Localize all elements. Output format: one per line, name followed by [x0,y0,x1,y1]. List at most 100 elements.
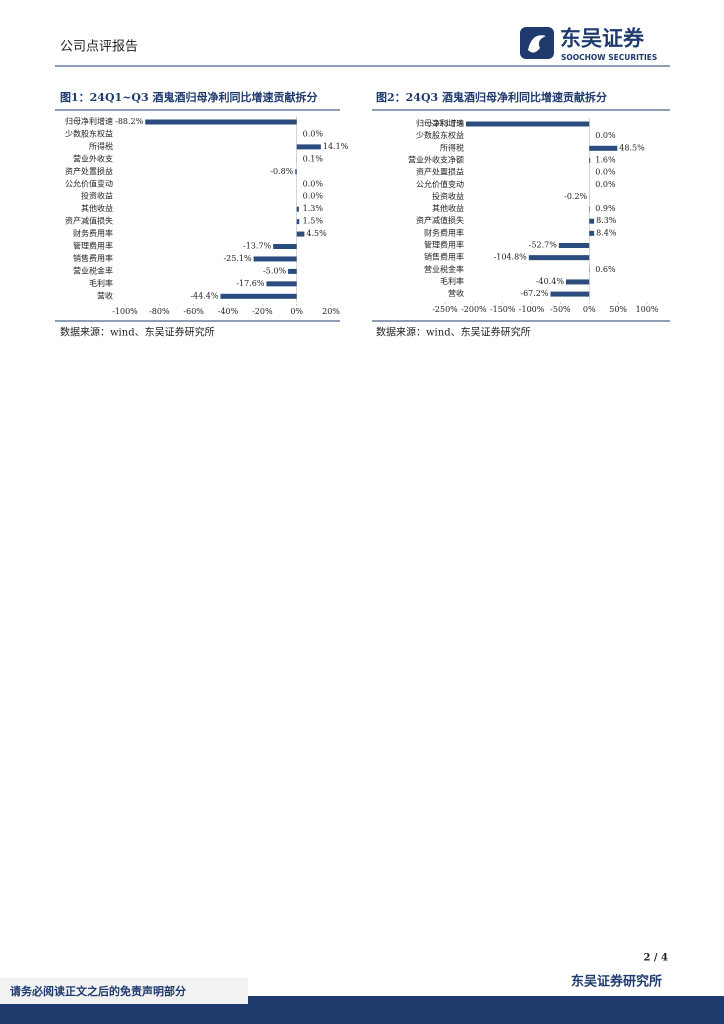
category-label: 管理费用率 [424,240,464,250]
x-tick-label: -40% [218,307,239,316]
bar [266,281,297,287]
category-label: 少数股东权益 [416,130,464,140]
category-label: 销售费用率 [424,252,464,262]
logo-cn: 东吴证券 [560,26,645,51]
category-label: 营业税金率 [424,264,464,274]
value-label: -5.0% [263,266,286,275]
value-label: 48.5% [619,143,645,152]
category-label: 营业外收支净额 [408,154,464,164]
bar [296,231,305,237]
category-label: 资产处置损益 [416,167,464,177]
bar [145,119,297,125]
bar [565,279,590,285]
value-label: 0.0% [595,131,616,140]
category-label: 营收 [448,288,464,298]
logo-en: SOOCHOW SECURITIES [561,53,657,62]
value-label: 0.1% [303,154,324,163]
bar [296,206,299,212]
bar [589,206,590,212]
value-label: -0.2% [564,192,587,201]
bar [253,256,297,262]
value-label: 1.5% [303,217,324,226]
bar [296,144,321,150]
x-tick-label: -200% [461,305,487,314]
x-tick-label: -150% [490,305,516,314]
bar [589,218,595,224]
value-label: -67.2% [520,289,549,298]
x-tick-label: 50% [609,305,627,314]
category-label: 营业外收支 [73,153,113,163]
category-label: 财务费用率 [424,227,464,237]
category-label: 毛利率 [89,278,113,288]
value-label: 8.4% [596,228,617,237]
category-label: 营业税金率 [73,265,113,275]
bar [528,255,590,261]
category-label: 少数股东权益 [65,128,113,138]
category-label: 所得税 [440,142,464,152]
bar [589,145,618,151]
x-tick-label: -60% [183,307,204,316]
value-label: -17.6% [236,279,265,288]
category-label: 公允价值变动 [416,179,464,189]
bar [558,243,590,248]
page-number: 2 / 4 [643,953,668,964]
category-label: 毛利率 [440,276,464,286]
bar [550,291,590,297]
category-label: 资产减值损失 [65,216,113,226]
x-tick-label: -50% [550,305,571,314]
chart-title: 图2：24Q3 酒鬼酒归母净利同比增速贡献拆分 [376,90,607,104]
bar [296,219,300,225]
value-label: 8.3% [596,216,617,225]
value-label: 0.9% [595,204,616,213]
x-tick-label: -250% [432,305,458,314]
category-label: 管理费用率 [73,241,113,251]
value-label: -213.7% [431,119,465,128]
x-tick-label: -100% [112,307,138,316]
x-tick-label: 100% [636,305,659,314]
x-tick-label: 20% [322,307,340,316]
category-label: 公允价值变动 [65,178,113,188]
value-label: 0.0% [595,180,616,189]
bar [589,157,591,163]
category-label: 投资收益 [432,191,464,201]
x-tick-label: -20% [252,307,273,316]
value-label: 0.0% [303,192,324,201]
value-label: 0.6% [595,265,616,274]
report-type: 公司点评报告 [60,40,138,55]
logo-swirl [528,35,546,53]
category-label: 财务费用率 [73,228,113,238]
value-label: -25.1% [223,254,252,263]
x-tick-label: 0% [290,307,303,316]
category-label: 其他收益 [81,203,113,213]
bar [465,121,590,127]
x-tick-label: -80% [149,307,170,316]
footer-institute: 东吴证券研究所 [571,974,662,990]
source: 数据来源：wind、东吴证券研究所 [60,326,215,339]
chart-title: 图1：24Q1~Q3 酒鬼酒归母净利同比增速贡献拆分 [60,90,317,104]
value-label: -40.4% [536,277,565,286]
value-label: -88.2% [115,117,144,126]
bar [220,293,297,299]
value-label: 14.1% [323,142,349,151]
value-label: 0.0% [303,129,324,138]
disclaimer-box [0,978,248,1004]
category-label: 其他收益 [432,203,464,213]
x-tick-label: 0% [583,305,596,314]
category-label: 投资收益 [81,191,113,201]
bar [589,230,595,236]
category-label: 归母净利增速 [65,116,113,126]
value-label: 1.3% [303,204,324,213]
value-label: 1.6% [595,155,616,164]
value-label: -52.7% [529,241,558,250]
logo: 东吴证券 SOOCHOW SECURITIES [520,26,657,62]
value-label: 4.5% [306,229,327,238]
bar [288,268,297,274]
source: 数据来源：wind、东吴证券研究所 [376,326,531,339]
x-tick-label: -100% [519,305,545,314]
disclaimer: 请务必阅读正文之后的免责声明部分 [10,984,186,998]
category-label: 资产处置损益 [65,166,113,176]
value-label: -0.8% [270,167,293,176]
category-label: 归母净利增速 [416,118,464,128]
